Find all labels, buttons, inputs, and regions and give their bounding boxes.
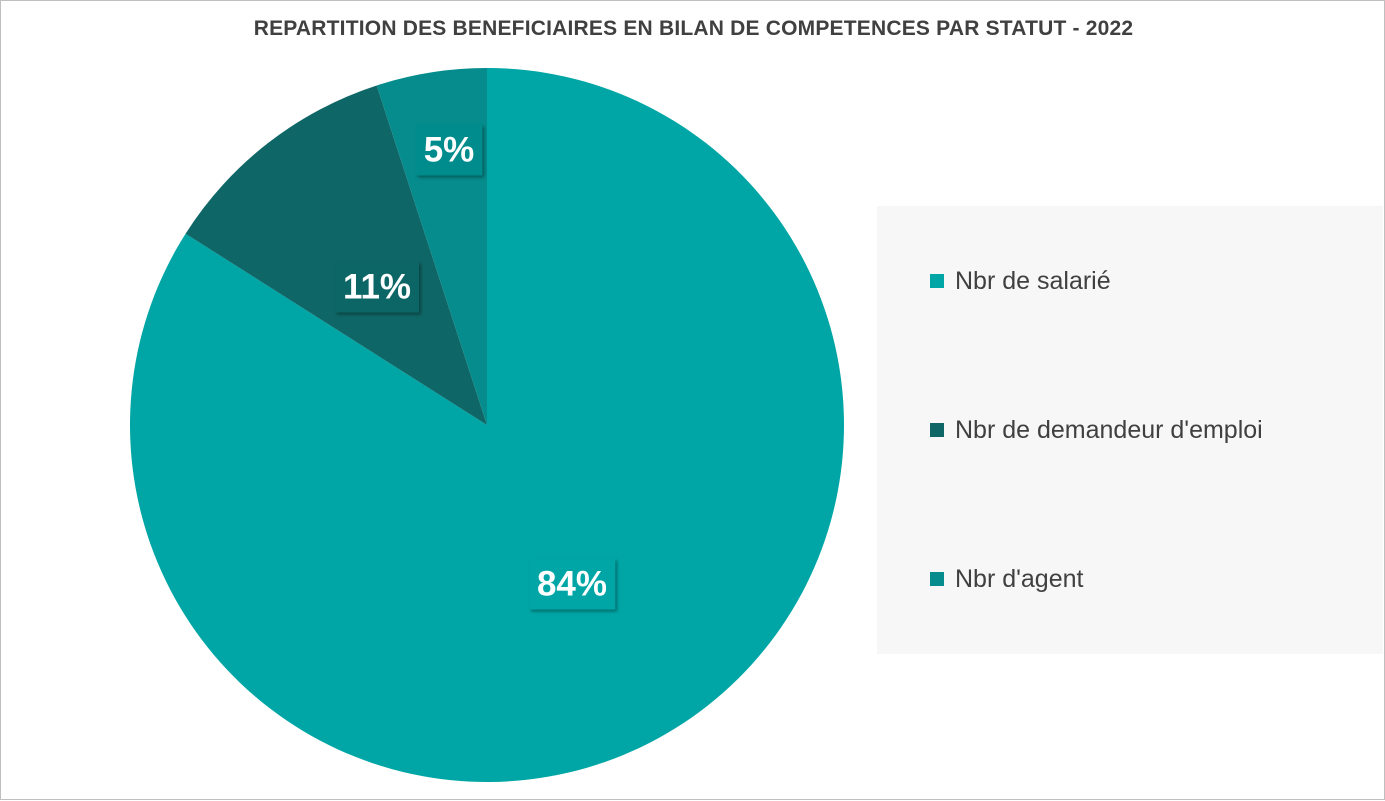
chart-legend: Nbr de salarié Nbr de demandeur d'emploi… [877, 206, 1383, 654]
legend-item-demandeur: Nbr de demandeur d'emploi [930, 415, 1263, 445]
legend-swatch-salarie [930, 274, 944, 288]
data-label-agent: 5% [415, 124, 483, 176]
data-label-demandeur: 11% [334, 261, 419, 313]
data-label-salarie: 84% [529, 558, 616, 610]
data-label-text-salarie: 84% [537, 565, 607, 604]
legend-swatch-agent [930, 572, 944, 586]
legend-item-agent: Nbr d'agent [930, 564, 1083, 594]
legend-item-salarie: Nbr de salarié [930, 266, 1111, 296]
data-label-box-salarie [529, 558, 616, 610]
data-label-text-demandeur: 11% [343, 268, 411, 307]
legend-swatch-demandeur [930, 423, 944, 437]
legend-label-agent: Nbr d'agent [955, 564, 1084, 593]
data-label-box-agent [415, 124, 483, 176]
pie-slice-demandeur [185, 85, 487, 425]
chart-title: REPARTITION DES BENEFICIAIRES EN BILAN D… [253, 17, 1134, 40]
data-label-text-agent: 5% [424, 131, 475, 170]
data-label-box-demandeur [334, 261, 419, 313]
legend-label-salarie: Nbr de salarié [955, 266, 1111, 295]
legend-label-demandeur: Nbr de demandeur d'emploi [955, 415, 1263, 444]
pie-slice-salarie [129, 68, 844, 782]
